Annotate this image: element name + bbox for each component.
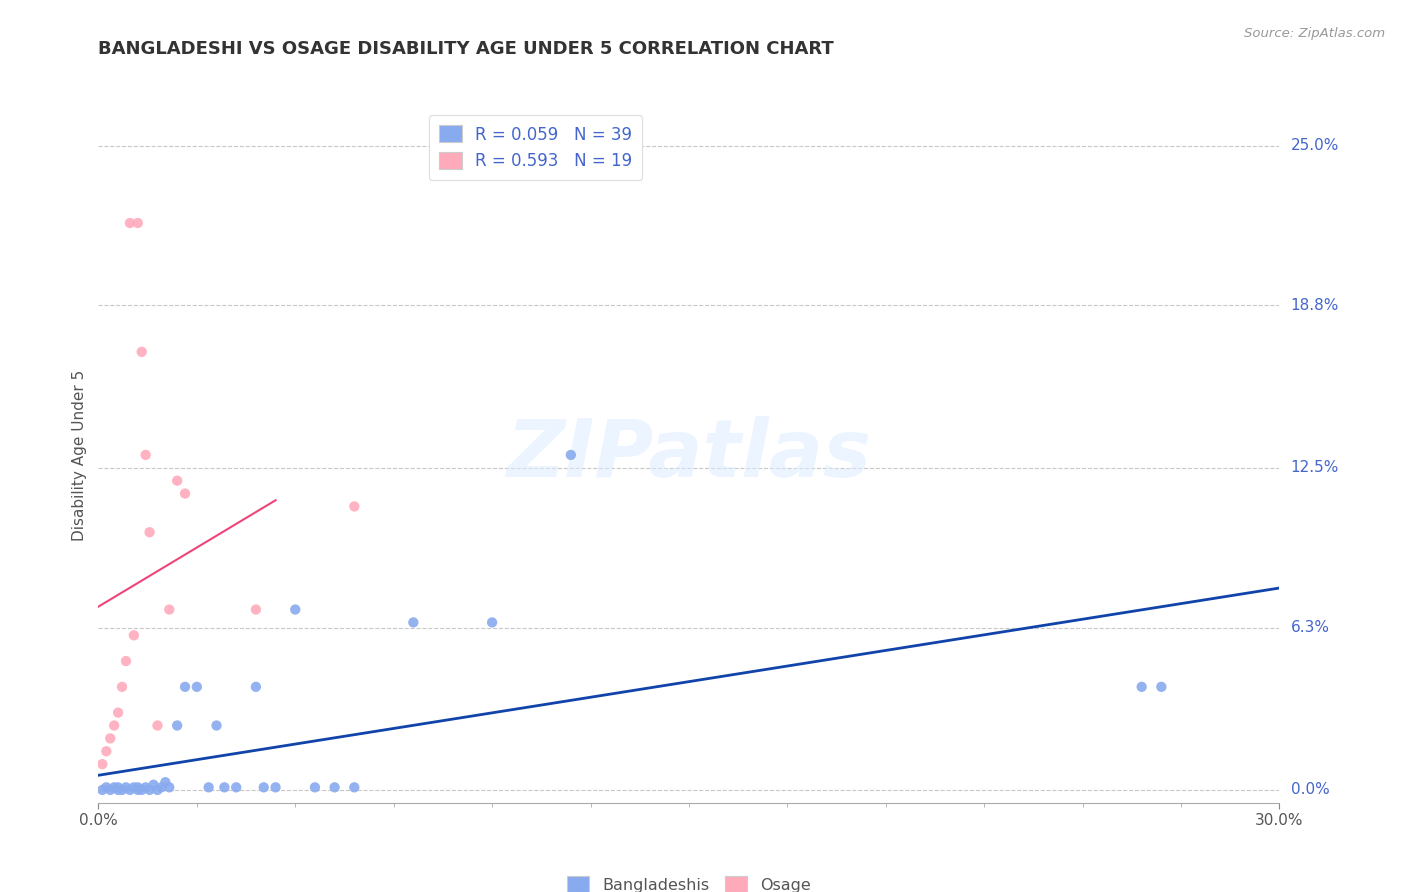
Point: [98, 783, 121, 797]
Point: [1130, 680, 1153, 694]
Point: [157, 602, 180, 616]
Point: [138, 783, 160, 797]
Point: [118, 783, 141, 797]
Point: [131, 783, 153, 797]
Point: [343, 500, 366, 514]
Point: [103, 780, 125, 795]
Point: [127, 780, 149, 795]
Point: [166, 474, 188, 488]
Point: [115, 780, 138, 795]
Point: [111, 680, 134, 694]
Text: 25.0%: 25.0%: [1291, 138, 1339, 153]
Text: 12.5%: 12.5%: [1291, 460, 1339, 475]
Point: [142, 778, 165, 792]
Point: [131, 344, 153, 359]
Text: 6.3%: 6.3%: [1291, 620, 1330, 635]
Point: [155, 775, 177, 789]
Point: [146, 783, 169, 797]
Point: [150, 780, 173, 795]
Point: [186, 680, 208, 694]
Point: [304, 780, 326, 795]
Point: [107, 780, 129, 795]
Point: [284, 602, 307, 616]
Text: 18.8%: 18.8%: [1291, 298, 1339, 313]
Point: [138, 525, 160, 540]
Text: 0.0%: 0.0%: [1291, 782, 1329, 797]
Point: [122, 780, 145, 795]
Point: [560, 448, 582, 462]
Point: [174, 486, 197, 500]
Point: [166, 718, 188, 732]
Point: [135, 780, 157, 795]
Point: [402, 615, 425, 630]
Point: [343, 780, 366, 795]
Point: [96, 780, 118, 795]
Point: [91, 783, 114, 797]
Point: [323, 780, 346, 795]
Point: [111, 783, 134, 797]
Text: ZIPatlas: ZIPatlas: [506, 416, 872, 494]
Point: [205, 718, 228, 732]
Point: [98, 731, 121, 746]
Point: [157, 780, 180, 795]
Point: [115, 654, 138, 668]
Point: [103, 718, 125, 732]
Point: [481, 615, 503, 630]
Point: [225, 780, 247, 795]
Point: [135, 448, 157, 462]
Point: [253, 780, 276, 795]
Point: [127, 783, 149, 797]
Point: [107, 706, 129, 720]
Point: [264, 780, 287, 795]
Point: [214, 780, 236, 795]
Point: [91, 757, 114, 772]
Text: BANGLADESHI VS OSAGE DISABILITY AGE UNDER 5 CORRELATION CHART: BANGLADESHI VS OSAGE DISABILITY AGE UNDE…: [98, 40, 834, 58]
Point: [174, 680, 197, 694]
Y-axis label: Disability Age Under 5: Disability Age Under 5: [72, 369, 87, 541]
Point: [1150, 680, 1173, 694]
Point: [122, 628, 145, 642]
Point: [127, 216, 149, 230]
Point: [96, 744, 118, 758]
Point: [107, 783, 129, 797]
Point: [118, 216, 141, 230]
Point: [245, 602, 267, 616]
Legend: Bangladeshis, Osage: Bangladeshis, Osage: [557, 866, 821, 892]
Point: [146, 718, 169, 732]
Text: Source: ZipAtlas.com: Source: ZipAtlas.com: [1244, 27, 1385, 40]
Point: [197, 780, 219, 795]
Point: [245, 680, 267, 694]
